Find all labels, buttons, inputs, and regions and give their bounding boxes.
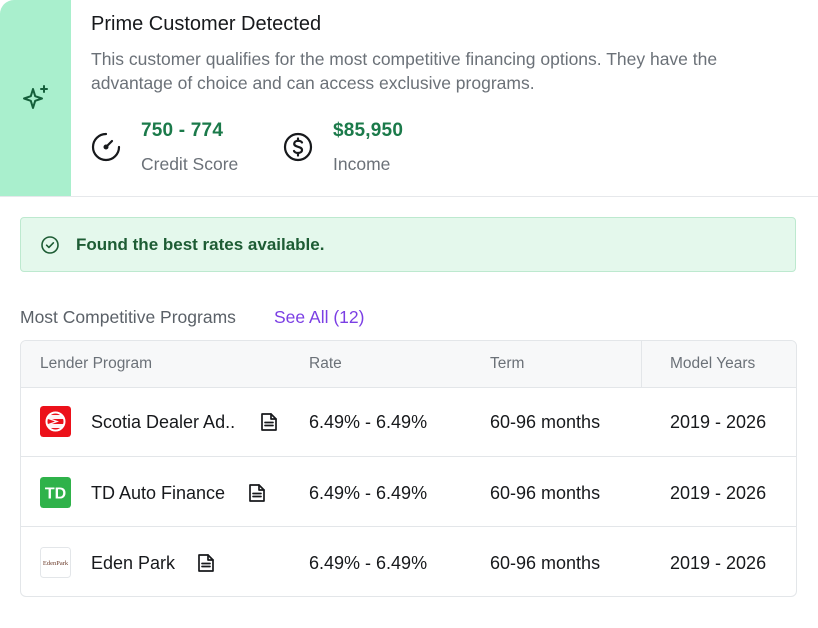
alert-message: Found the best rates available. — [76, 235, 325, 254]
credit-score-label: Credit Score — [141, 154, 239, 174]
programs-section-title: Most Competitive Programs — [20, 307, 236, 327]
model-years-value: 2019 - 2026 — [670, 483, 767, 503]
rate-value: 6.49% - 6.49% — [309, 483, 428, 503]
model-years-value: 2019 - 2026 — [670, 553, 767, 573]
row-divider — [21, 456, 796, 457]
gauge-icon — [91, 132, 121, 162]
table-row[interactable]: EdenPark Eden Park 6.49% - 6.49% 60-96 m… — [21, 527, 796, 596]
td-logo: TD — [40, 477, 71, 508]
table-row[interactable]: Scotia Dealer Ad.. 6.49% - 6.49% 60-96 m… — [21, 387, 796, 457]
row-divider — [21, 526, 796, 527]
document-icon[interactable] — [248, 483, 266, 503]
table-row[interactable]: TD TD Auto Finance 6.49% - 6.49% 60-96 m… — [21, 457, 796, 527]
column-header-rate: Rate — [309, 355, 342, 372]
income-value: $85,950 — [333, 120, 404, 141]
prime-title: Prime Customer Detected — [91, 13, 322, 35]
document-icon[interactable] — [197, 553, 215, 573]
svg-text:EdenPark: EdenPark — [43, 560, 69, 567]
sparkle-icon — [23, 85, 48, 109]
term-value: 60-96 months — [490, 483, 601, 503]
rate-value: 6.49% - 6.49% — [309, 553, 428, 573]
credit-score-value: 750 - 774 — [141, 120, 224, 141]
check-circle-icon — [41, 236, 59, 254]
prime-side-panel — [0, 0, 71, 196]
column-divider — [641, 341, 642, 387]
eden-park-logo: EdenPark — [40, 547, 71, 578]
column-header-term: Term — [490, 355, 525, 372]
lender-name: Eden Park — [91, 553, 176, 573]
term-value: 60-96 months — [490, 412, 601, 432]
model-years-value: 2019 - 2026 — [670, 412, 767, 432]
lender-name: Scotia Dealer Ad.. — [91, 412, 236, 432]
lender-name: TD Auto Finance — [91, 483, 226, 503]
prime-customer-card: Prime Customer Detected This customer qu… — [0, 0, 818, 197]
success-alert: Found the best rates available. — [20, 217, 796, 272]
dollar-circle-icon — [283, 132, 313, 162]
income-label: Income — [333, 154, 391, 174]
term-value: 60-96 months — [490, 553, 601, 573]
svg-text:TD: TD — [45, 486, 66, 503]
column-header-model-years: Model Years — [670, 355, 756, 372]
table-header: Lender Program Rate Term Model Years — [21, 341, 796, 388]
scotia-logo — [40, 406, 71, 437]
programs-table: Lender Program Rate Term Model Years Sco… — [20, 340, 797, 597]
prime-description: This customer qualifies for the most com… — [91, 49, 718, 93]
rate-value: 6.49% - 6.49% — [309, 412, 428, 432]
column-header-lender: Lender Program — [40, 355, 153, 372]
document-icon[interactable] — [260, 412, 278, 432]
see-all-link[interactable]: See All (12) — [274, 307, 365, 327]
